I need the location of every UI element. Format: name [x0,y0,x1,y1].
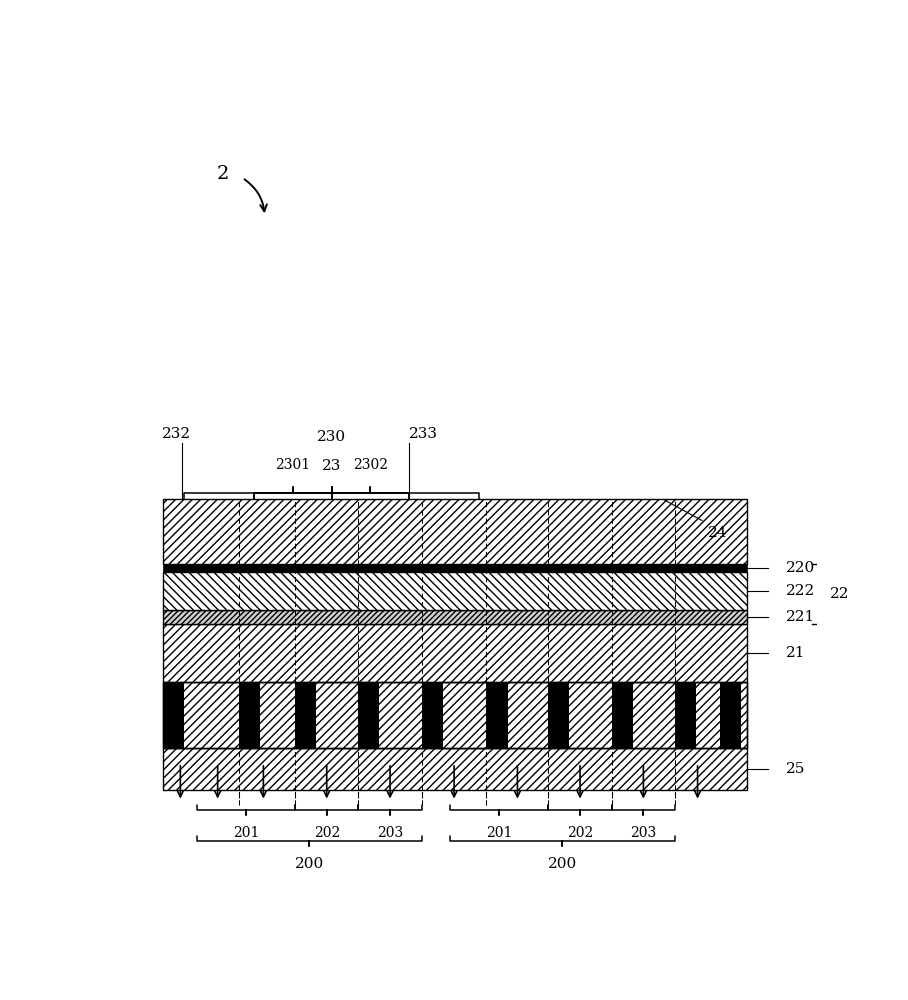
Text: 201: 201 [486,826,512,840]
Bar [163,564,747,572]
Text: 2302: 2302 [353,458,388,472]
Text: 230: 230 [317,430,346,444]
Text: 221: 221 [785,610,814,624]
Text: 202: 202 [567,826,593,840]
Bar [612,682,633,748]
Text: 23: 23 [322,459,341,473]
Text: 200: 200 [294,857,324,871]
Bar [163,572,747,610]
Bar [675,682,696,748]
Text: 200: 200 [548,857,577,871]
Bar [548,682,569,748]
Text: 203: 203 [377,826,403,840]
Text: 201: 201 [232,826,259,840]
Bar [421,682,443,748]
Bar [295,682,316,748]
Bar [239,682,260,748]
Text: 233: 233 [410,427,438,441]
Bar [359,682,380,748]
Text: 22: 22 [830,587,849,601]
Text: 203: 203 [630,826,656,840]
Bar [163,624,747,682]
Text: 232: 232 [163,427,192,441]
Bar [163,748,747,790]
Bar [487,682,508,748]
Text: 2: 2 [216,165,229,183]
Bar [163,610,747,624]
Text: 202: 202 [313,826,340,840]
Bar [163,682,183,748]
Text: 21: 21 [785,646,805,660]
Bar [163,499,747,564]
Text: 2301: 2301 [275,458,311,472]
Text: 24: 24 [708,526,727,540]
Text: 222: 222 [785,584,814,598]
Text: 220: 220 [785,561,814,575]
Bar [163,682,747,748]
Text: 25: 25 [785,762,804,776]
Bar [163,682,747,748]
Bar [720,682,741,748]
